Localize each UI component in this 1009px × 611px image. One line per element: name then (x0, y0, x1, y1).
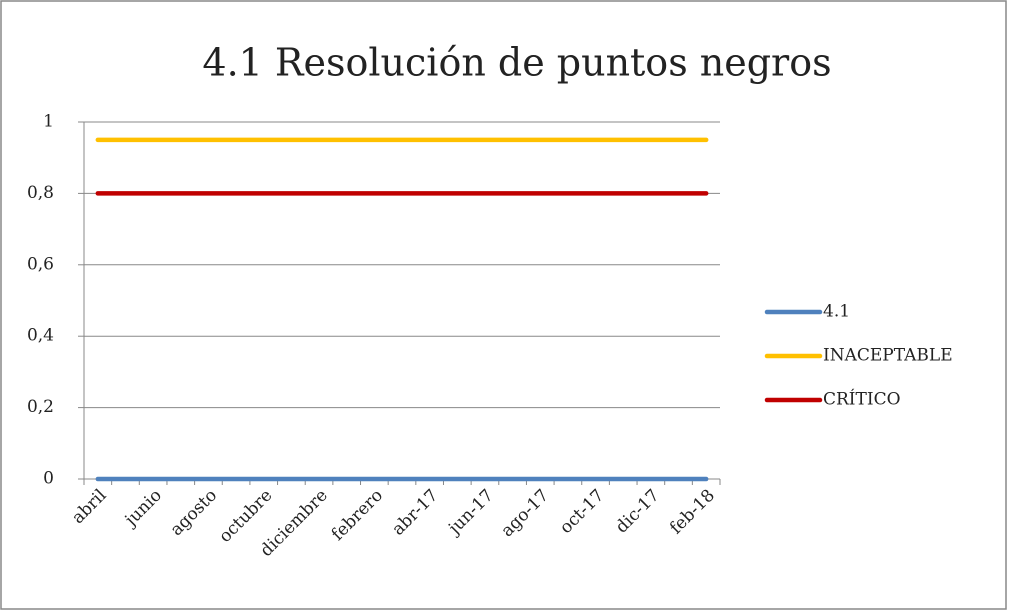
legend-label: 4.1 (823, 302, 850, 322)
y-tick-label: 0,8 (27, 183, 54, 203)
legend-label: INACEPTABLE (823, 346, 953, 366)
y-tick-label: 0 (43, 469, 54, 489)
y-tick-label: 1 (43, 112, 54, 132)
legend-label: CRÍTICO (823, 389, 901, 410)
y-tick-label: 0,4 (27, 326, 54, 346)
y-tick-label: 0,2 (27, 397, 54, 417)
chart-title: 4.1 Resolución de puntos negros (202, 41, 831, 85)
y-tick-label: 0,6 (27, 254, 54, 274)
